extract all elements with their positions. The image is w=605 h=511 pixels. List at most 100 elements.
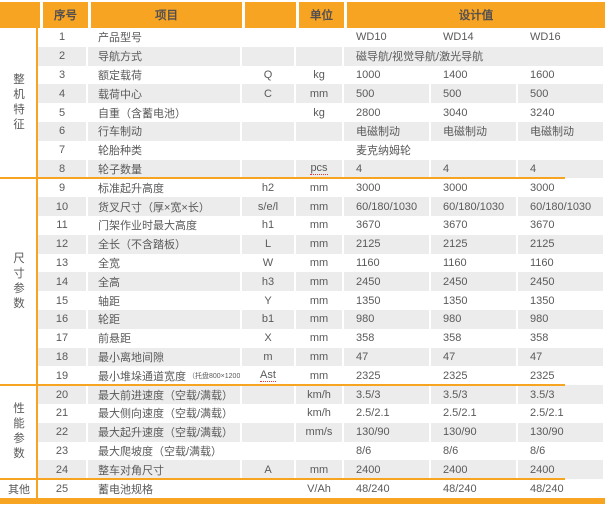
row-value-model2: 2450 xyxy=(429,272,516,292)
row-symbol xyxy=(240,103,294,122)
row-unit xyxy=(294,46,342,66)
row-item: 最小离地间隙 xyxy=(86,347,240,367)
row-value-model1: 3000 xyxy=(342,178,429,198)
row-item: 最大起升速度（空载/满载） xyxy=(86,422,240,442)
row-number: 13 xyxy=(55,256,69,269)
table-row: 9 标准起升高度 h2 mm 3000 3000 3000 xyxy=(38,178,603,198)
table-row: 2 导航方式 磁导航/视觉导航/激光导航 xyxy=(38,46,603,66)
header-item: 项目 xyxy=(88,2,242,28)
row-item: 蓄电池规格 xyxy=(86,479,240,498)
row-unit: mm xyxy=(294,253,342,273)
category-label-text: 性能参数 xyxy=(13,403,25,461)
row-value-model1: 130/90 xyxy=(342,422,429,442)
symbol-text: X xyxy=(264,332,272,345)
symbol-text: C xyxy=(264,87,272,100)
table-body: 整机特征 尺寸参数 性能参数 其他 1 产品型号 WD10 WD14 WD16 2 导航方式 磁导航… xyxy=(0,28,605,498)
category-label-text: 其他 xyxy=(8,483,30,496)
symbol-text: Ast xyxy=(260,369,276,383)
row-symbol xyxy=(240,28,294,47)
row-value-model2: 4 xyxy=(429,159,516,179)
row-unit: mm/s xyxy=(294,422,342,442)
row-number: 22 xyxy=(38,422,86,442)
category-label: 其他 xyxy=(0,479,38,498)
unit-text: mm xyxy=(309,181,329,194)
row-value-model2: 3040 xyxy=(429,103,516,122)
symbol-text: h1 xyxy=(261,219,275,232)
row-value-model2: 3000 xyxy=(429,178,516,198)
header-no: 序号 xyxy=(40,2,88,28)
unit-text: mm/s xyxy=(305,426,333,439)
row-number: 10 xyxy=(38,197,86,216)
row-unit: mm xyxy=(294,84,342,104)
table-row: 11 门架作业时最大高度 h1 mm 3670 3670 3670 xyxy=(38,215,603,235)
category-label: 性能参数 xyxy=(0,385,38,479)
row-value-model2: 2400 xyxy=(429,460,516,480)
row-unit: pcs xyxy=(294,159,342,179)
row-value-model1: 980 xyxy=(342,309,429,329)
row-value-model3: 3670 xyxy=(516,215,603,235)
row-value-model1: 2125 xyxy=(342,234,429,254)
row-value-model2: 2125 xyxy=(429,234,516,254)
row-symbol xyxy=(240,121,294,141)
row-number: 6 xyxy=(38,121,86,141)
row-number: 18 xyxy=(38,347,86,367)
row-symbol: s/e/l xyxy=(240,197,294,216)
unit-text: mm xyxy=(309,463,329,476)
unit-text: mm xyxy=(309,369,329,382)
row-number: 19 xyxy=(55,369,69,382)
unit-text: mm xyxy=(309,219,329,232)
row-unit: mm xyxy=(294,215,342,235)
row-value-model2: 2325 xyxy=(429,366,516,386)
row-unit: mm xyxy=(294,291,342,310)
section-separator xyxy=(0,478,565,481)
row-item: 货叉尺寸（厚×宽×长） xyxy=(86,197,240,216)
row-item: 全长（不含踏板） xyxy=(86,234,240,254)
row-value-model3: 500 xyxy=(516,84,603,104)
row-item: 最大侧向速度（空载/满载） xyxy=(86,403,240,423)
row-value-model1: 3.5/3 xyxy=(342,385,429,404)
unit-text: kg xyxy=(313,68,325,81)
row-number: 8 xyxy=(38,159,86,179)
row-number: 16 xyxy=(38,309,86,329)
section-separator xyxy=(0,384,565,387)
row-item: 轮距 xyxy=(86,309,240,329)
table-row: 16 轮距 b1 mm 980 980 980 xyxy=(38,309,603,329)
row-item: 自重（含蓄电池） xyxy=(86,103,240,122)
row-unit: V/Ah xyxy=(294,479,342,498)
row-symbol: X xyxy=(240,328,294,348)
table-row: 22 最大起升速度（空载/满载） mm/s 130/90 130/90 130/90 xyxy=(38,422,603,442)
symbol-text: h2 xyxy=(261,181,275,194)
row-unit: kg xyxy=(294,103,342,122)
row-value-model2: 3670 xyxy=(429,215,516,235)
row-unit: mm xyxy=(294,234,342,254)
row-symbol: Ast xyxy=(240,366,294,386)
row-item: 前悬距 xyxy=(86,328,240,348)
row-number: 5 xyxy=(58,106,66,119)
row-symbol: h1 xyxy=(240,215,294,235)
row-value-span: 麦克纳姆轮 xyxy=(342,140,603,160)
unit-text: km/h xyxy=(307,407,331,420)
row-value-model3: 48/240 xyxy=(516,479,603,498)
symbol-text: L xyxy=(264,238,272,251)
row-item: 载荷中心 xyxy=(86,84,240,104)
unit-text: mm xyxy=(309,275,329,288)
unit-text: mm xyxy=(309,87,329,100)
row-value-model3: 47 xyxy=(516,347,603,367)
table-row: 1 产品型号 WD10 WD14 WD16 xyxy=(38,28,603,47)
row-symbol: h3 xyxy=(240,272,294,292)
row-item: 额定载荷 xyxy=(86,65,240,85)
row-symbol: W xyxy=(240,253,294,273)
category-label-text: 整机特征 xyxy=(13,74,25,132)
row-value-model1: 2800 xyxy=(342,103,429,122)
row-value-model3: 1350 xyxy=(516,291,603,310)
row-value-model1: 358 xyxy=(342,328,429,348)
symbol-text: s/e/l xyxy=(257,200,279,213)
row-symbol xyxy=(240,479,294,498)
table-row: 25 蓄电池规格 V/Ah 48/240 48/240 48/240 xyxy=(38,479,603,498)
row-number: 4 xyxy=(38,84,86,104)
row-unit: kg xyxy=(294,65,342,85)
row-value-model2: 48/240 xyxy=(429,479,516,498)
